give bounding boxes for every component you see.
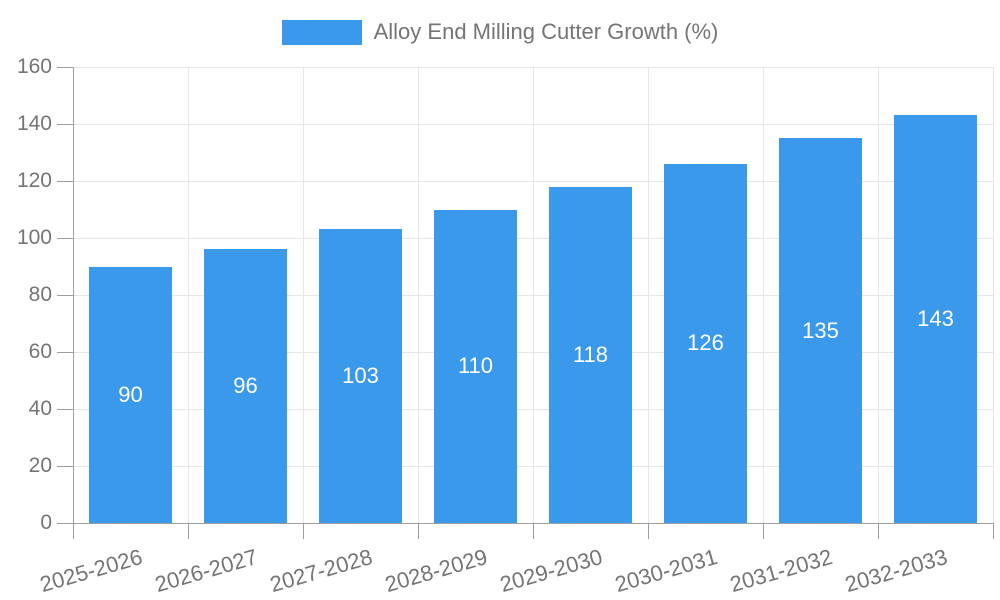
y-axis-tick-label: 60	[28, 340, 52, 363]
y-axis-tick-label: 40	[28, 397, 52, 420]
y-axis-tick-label: 160	[16, 55, 52, 78]
y-axis-tick	[57, 409, 73, 410]
x-axis-tick	[188, 523, 189, 539]
y-axis-tick-label: 120	[16, 169, 52, 192]
plot-area: 90 96 103 110 118 126 135 143 0 20 40 60 80 100 120 140…	[17, 55, 994, 597]
bar[interactable]	[434, 209, 517, 523]
bar[interactable]	[664, 163, 747, 523]
x-axis-label: 2029-2030	[497, 544, 606, 598]
y-axis-tick	[57, 295, 73, 296]
v-gridline	[533, 67, 534, 523]
bar-value-label: 126	[687, 330, 724, 356]
bar-value-label: 135	[802, 317, 839, 343]
v-gridline	[188, 67, 189, 523]
y-axis-tick-label: 140	[16, 112, 52, 135]
legend-label: Alloy End Milling Cutter Growth (%)	[373, 19, 719, 44]
y-axis-tick-label: 20	[28, 454, 52, 477]
bar[interactable]	[549, 186, 632, 523]
x-axis-tick	[878, 523, 879, 539]
x-axis-tick	[763, 523, 764, 539]
bar[interactable]	[779, 138, 862, 523]
x-axis-tick	[303, 523, 304, 539]
legend[interactable]: Alloy End Milling Cutter Growth (%)	[0, 19, 1000, 45]
legend-swatch	[281, 19, 362, 45]
x-axis-tick	[648, 523, 649, 539]
x-axis-label: 2027-2028	[267, 544, 376, 598]
y-axis-tick	[57, 238, 73, 239]
v-gridline	[648, 67, 649, 523]
x-axis-tick	[418, 523, 419, 539]
y-axis-tick-label: 0	[40, 511, 52, 534]
y-axis-tick	[57, 466, 73, 467]
v-gridline	[418, 67, 419, 523]
x-axis-tick	[73, 523, 74, 539]
bar-value-label: 110	[457, 353, 494, 379]
y-axis-tick	[57, 352, 73, 353]
bar[interactable]	[89, 266, 172, 523]
y-axis-tick-label: 100	[16, 226, 52, 249]
x-axis-label: 2030-2031	[612, 544, 721, 598]
bar-value-label: 103	[342, 363, 379, 389]
y-axis-tick	[57, 523, 73, 524]
v-gridline	[303, 67, 304, 523]
x-axis-label: 2032-2033	[842, 544, 951, 598]
bar[interactable]	[894, 115, 977, 523]
x-axis-label: 2026-2027	[152, 544, 261, 598]
y-axis-tick-label: 80	[28, 283, 52, 306]
bar-value-label: 118	[572, 341, 609, 367]
y-axis-tick	[57, 67, 73, 68]
x-axis-tick	[993, 523, 994, 539]
x-axis-label: 2031-2032	[727, 544, 836, 598]
v-gridline	[993, 67, 994, 523]
y-axis-tick	[57, 181, 73, 182]
bar-value-label: 90	[118, 381, 143, 407]
bar[interactable]	[319, 229, 402, 523]
v-gridline	[878, 67, 879, 523]
y-axis-tick	[57, 124, 73, 125]
x-axis-label: 2025-2026	[37, 544, 146, 598]
y-axis-line	[73, 67, 74, 539]
bar-value-label: 96	[233, 373, 258, 399]
bar[interactable]	[204, 249, 287, 523]
x-axis-label: 2028-2029	[382, 544, 491, 598]
x-axis-tick	[533, 523, 534, 539]
v-gridline	[763, 67, 764, 523]
bar-value-label: 143	[917, 306, 954, 332]
